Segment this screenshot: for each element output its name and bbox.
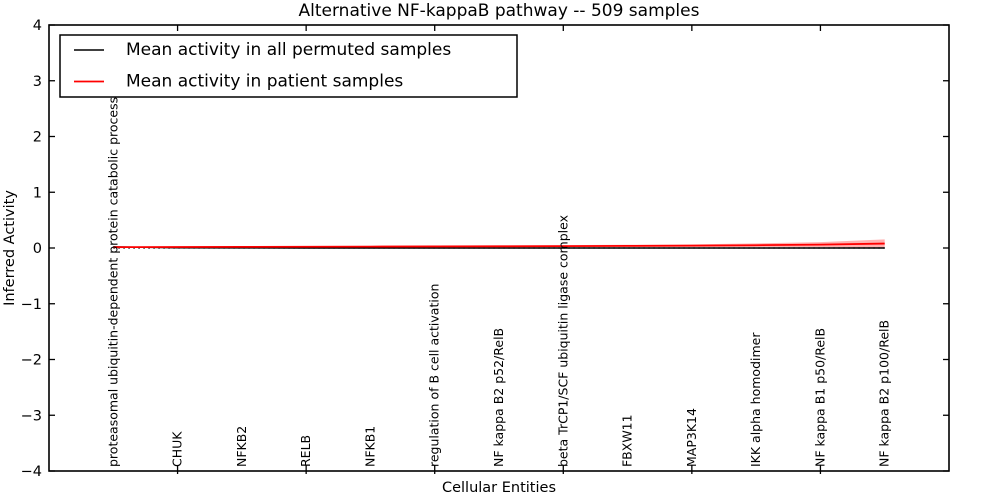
legend-box <box>59 34 518 98</box>
legend-entry-label: Mean activity in patient samples <box>126 72 403 92</box>
y-tick-label: −1 <box>21 297 42 313</box>
x-category-label: beta TrCP1/SCF ubiquitin ligase complex <box>555 215 570 467</box>
x-category-label: NFKB1 <box>362 426 377 467</box>
legend: Mean activity in all permuted samples Mea… <box>59 34 518 98</box>
x-category-label: FBXW11 <box>620 414 635 467</box>
x-category-label: IKK alpha homodimer <box>748 332 763 467</box>
series-permuted-line <box>113 246 885 249</box>
x-category-label: regulation of B cell activation <box>427 284 442 467</box>
x-category-label: NFKB2 <box>234 426 249 467</box>
x-axis-label: Cellular Entities <box>442 480 556 496</box>
x-category-label: NF kappa B2 p52/RelB <box>491 328 506 467</box>
y-axis-label: Inferred Activity <box>2 190 18 306</box>
series-patient-line <box>113 242 885 249</box>
x-category-label: RELB <box>298 435 313 467</box>
x-category-label: NF kappa B1 p50/RelB <box>812 328 827 467</box>
chart-title: Alternative NF-kappaB pathway -- 509 sam… <box>299 1 700 21</box>
y-tick-label: −2 <box>21 353 42 369</box>
x-category-label: NF kappa B2 p100/RelB <box>877 320 892 467</box>
x-category-label: CHUK <box>170 431 185 467</box>
y-tick-label: 0 <box>33 241 42 257</box>
y-tick-label: −3 <box>21 408 42 424</box>
y-tick-label: −4 <box>21 464 42 480</box>
y-tick-label: 3 <box>33 74 42 90</box>
y-tick-label: 1 <box>33 185 42 201</box>
y-tick-label: 2 <box>33 130 42 146</box>
x-category-label: MAP3K14 <box>684 408 699 467</box>
x-category-label: proteasomal ubiquitin-dependent protein … <box>105 97 120 467</box>
axis-ticks <box>49 24 949 474</box>
y-tick-label: 4 <box>33 18 42 34</box>
legend-entry-label: Mean activity in all permuted samples <box>126 40 451 60</box>
